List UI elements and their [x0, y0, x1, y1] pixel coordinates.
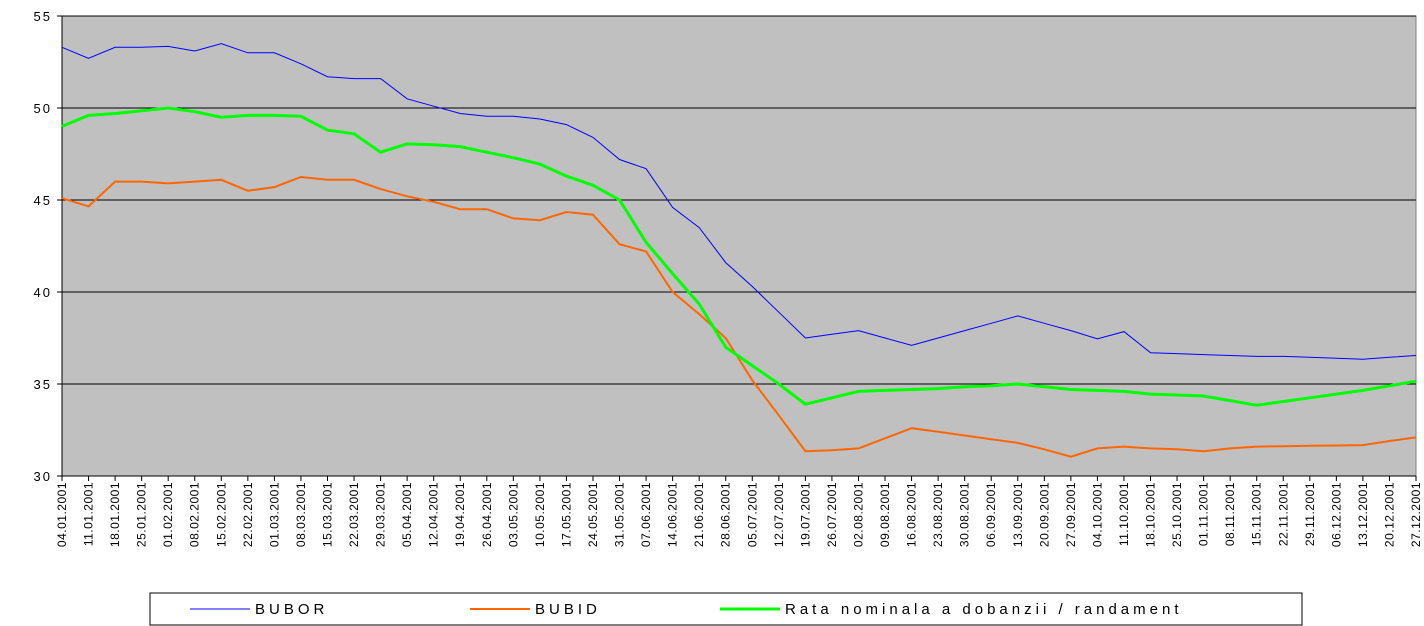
x-tick-label: 06.09.2001 — [984, 482, 998, 547]
x-tick-label: 17.05.2001 — [559, 482, 573, 547]
x-tick-label: 26.04.2001 — [480, 482, 494, 547]
x-tick-label: 10.05.2001 — [533, 482, 547, 547]
x-tick-label: 18.01.2001 — [108, 482, 122, 547]
x-tick-label: 29.11.2001 — [1303, 482, 1317, 546]
x-tick-label: 15.03.2001 — [320, 482, 334, 547]
legend-label: Rata nominala a dobanzii / randament — [785, 601, 1183, 618]
x-tick-label: 23.08.2001 — [931, 482, 945, 547]
y-tick-label: 35 — [34, 377, 52, 392]
y-tick-label: 45 — [34, 193, 52, 208]
x-tick-label: 26.07.2001 — [825, 482, 839, 547]
line-series — [61, 106, 1417, 407]
x-tick-label: 04.01.2001 — [55, 482, 69, 547]
x-tick-label: 13.09.2001 — [1011, 482, 1025, 547]
legend-box — [149, 592, 1303, 626]
x-tick-label: 08.03.2001 — [294, 482, 308, 547]
x-tick-label: 18.10.2001 — [1144, 482, 1158, 547]
x-tick-label: 05.07.2001 — [745, 482, 759, 547]
x-tick-label: 05.04.2001 — [400, 482, 414, 547]
x-tick-label: 03.05.2001 — [506, 482, 520, 547]
x-tick-label: 15.11.2001 — [1250, 482, 1264, 546]
x-tick-label: 02.08.2001 — [851, 482, 865, 547]
x-tick-label: 08.02.2001 — [188, 482, 202, 547]
x-tick-label: 08.11.2001 — [1223, 482, 1237, 546]
y-tick-label: 55 — [34, 9, 52, 24]
x-tick-label: 22.02.2001 — [241, 482, 255, 547]
x-tick-label: 14.06.2001 — [666, 482, 680, 547]
x-tick-label: 15.02.2001 — [214, 482, 228, 547]
x-tick-label: 22.03.2001 — [347, 482, 361, 547]
x-tick-label: 07.06.2001 — [639, 482, 653, 547]
x-tick-label: 27.12.2001 — [1409, 482, 1423, 547]
x-tick-label: 21.06.2001 — [692, 482, 706, 547]
x-tick-label: 04.10.2001 — [1090, 482, 1104, 547]
x-tick-label: 25.01.2001 — [135, 482, 149, 547]
x-tick-label: 25.10.2001 — [1170, 482, 1184, 547]
legend-label: BUBOR — [255, 601, 328, 618]
y-tick-label: 40 — [34, 285, 52, 300]
x-tick-label: 01.11.2001 — [1197, 482, 1211, 546]
x-tick-label: 31.05.2001 — [613, 482, 627, 547]
x-tick-label: 06.12.2001 — [1329, 482, 1343, 547]
x-tick-label: 12.07.2001 — [772, 482, 786, 547]
x-tick-label: 09.08.2001 — [878, 482, 892, 547]
plot-area — [61, 15, 1417, 477]
line-series — [61, 175, 1417, 458]
x-tick-label: 28.06.2001 — [719, 482, 733, 547]
x-tick-label: 29.03.2001 — [374, 482, 388, 547]
x-tick-label: 24.05.2001 — [586, 482, 600, 547]
x-tick-label: 22.11.2001 — [1276, 482, 1290, 546]
x-tick-label: 20.12.2001 — [1382, 482, 1396, 547]
x-tick-label: 27.09.2001 — [1064, 482, 1078, 547]
y-tick-label: 50 — [34, 101, 52, 116]
legend-label: BUBID — [535, 601, 601, 618]
x-tick-label: 16.08.2001 — [905, 482, 919, 547]
x-tick-label: 12.04.2001 — [427, 482, 441, 547]
x-tick-label: 19.07.2001 — [798, 482, 812, 547]
x-tick-label: 01.02.2001 — [161, 482, 175, 547]
x-tick-label: 19.04.2001 — [453, 482, 467, 547]
x-tick-label: 20.09.2001 — [1037, 482, 1051, 547]
line-series — [61, 43, 1417, 360]
x-tick-label: 13.12.2001 — [1356, 482, 1370, 547]
x-tick-label: 11.10.2001 — [1117, 482, 1131, 546]
x-tick-label: 30.08.2001 — [958, 482, 972, 547]
x-tick-label: 11.01.2001 — [82, 482, 96, 546]
x-tick-label: 01.03.2001 — [267, 482, 281, 547]
y-tick-label: 30 — [34, 469, 52, 484]
